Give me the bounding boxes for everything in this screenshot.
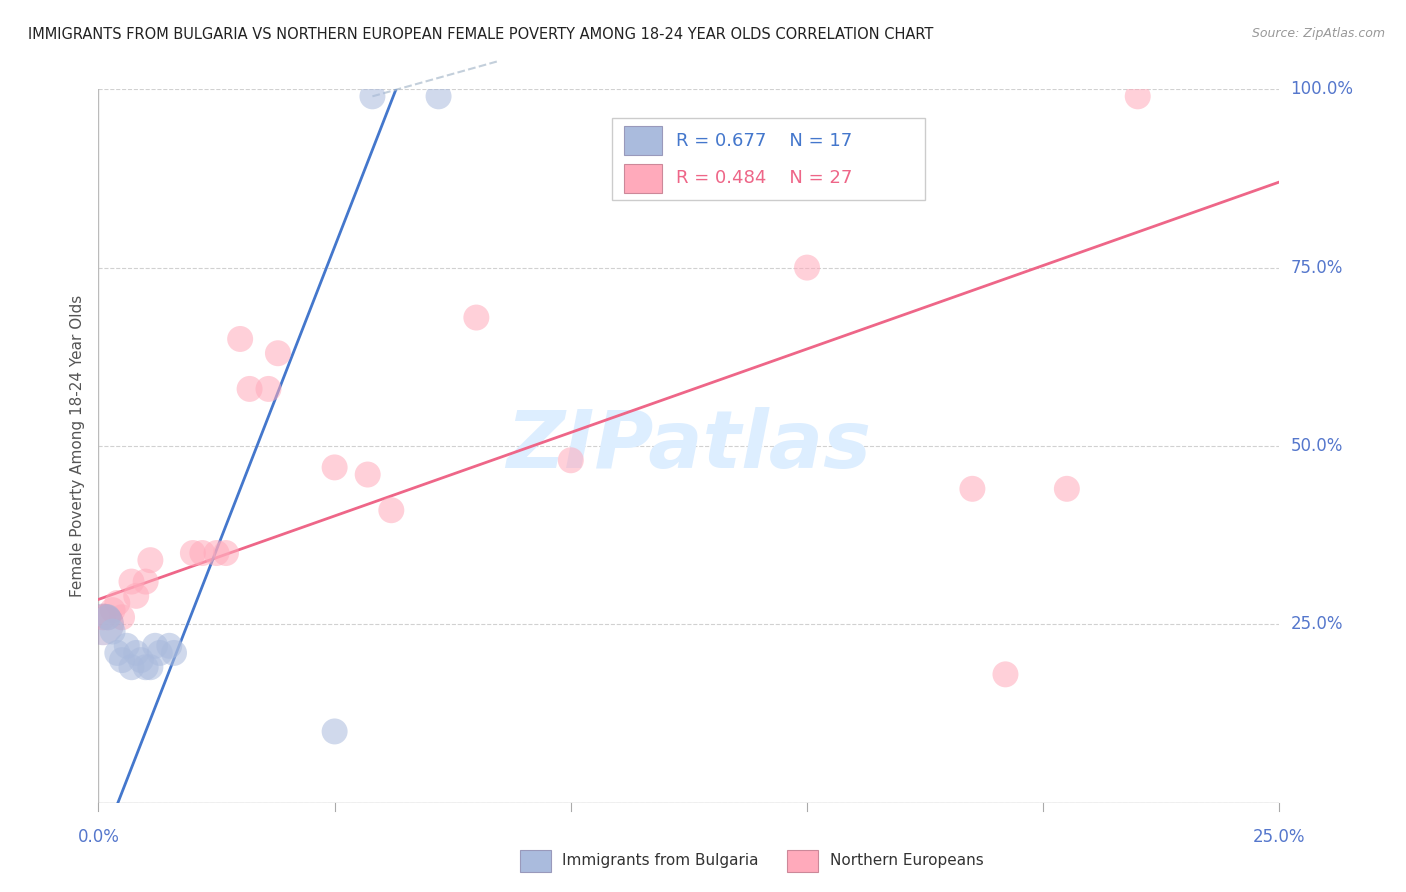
Point [465, 310, 488, 325]
Text: IMMIGRANTS FROM BULGARIA VS NORTHERN EUROPEAN FEMALE POVERTY AMONG 18-24 YEAR OL: IMMIGRANTS FROM BULGARIA VS NORTHERN EUR… [28, 27, 934, 42]
Point [139, 660, 162, 674]
Point [205, 546, 228, 560]
Point [139, 553, 162, 567]
Point [796, 260, 818, 275]
Point [962, 482, 984, 496]
Point [143, 639, 166, 653]
Point [181, 546, 204, 560]
Y-axis label: Female Poverty Among 18-24 Year Olds: Female Poverty Among 18-24 Year Olds [69, 295, 84, 597]
Point [357, 467, 380, 482]
Point [239, 382, 262, 396]
Point [101, 624, 124, 639]
Text: ZIPatlas: ZIPatlas [506, 407, 872, 485]
Text: 0.0%: 0.0% [77, 828, 120, 846]
Point [361, 89, 384, 103]
Point [111, 610, 134, 624]
Text: Source: ZipAtlas.com: Source: ZipAtlas.com [1251, 27, 1385, 40]
Text: R = 0.677    N = 17: R = 0.677 N = 17 [676, 132, 852, 150]
Point [163, 646, 186, 660]
Point [149, 646, 172, 660]
Point [257, 382, 280, 396]
Point [1056, 482, 1078, 496]
Point [97, 610, 120, 624]
Text: 75.0%: 75.0% [1291, 259, 1343, 277]
Text: R = 0.484    N = 27: R = 0.484 N = 27 [676, 169, 852, 187]
Point [135, 660, 157, 674]
Point [121, 574, 143, 589]
Point [135, 574, 157, 589]
Point [229, 332, 252, 346]
Text: 25.0%: 25.0% [1253, 828, 1306, 846]
Point [115, 639, 138, 653]
Point [121, 660, 143, 674]
Point [191, 546, 214, 560]
Point [215, 546, 238, 560]
Point [91, 617, 114, 632]
Point [91, 610, 114, 624]
Point [427, 89, 450, 103]
Text: Northern Europeans: Northern Europeans [830, 854, 983, 868]
Text: 25.0%: 25.0% [1291, 615, 1343, 633]
Point [560, 453, 582, 467]
Point [267, 346, 290, 360]
Point [97, 610, 120, 624]
FancyBboxPatch shape [612, 118, 925, 200]
Point [323, 460, 346, 475]
Point [111, 653, 134, 667]
Point [101, 603, 124, 617]
Text: 100.0%: 100.0% [1291, 80, 1354, 98]
Point [125, 589, 148, 603]
Point [129, 653, 152, 667]
Point [380, 503, 402, 517]
Bar [624, 164, 662, 193]
Bar [624, 127, 662, 155]
Point [105, 596, 128, 610]
Text: 50.0%: 50.0% [1291, 437, 1343, 455]
Point [323, 724, 346, 739]
Text: Immigrants from Bulgaria: Immigrants from Bulgaria [562, 854, 759, 868]
Point [125, 646, 148, 660]
Point [994, 667, 1017, 681]
Point [105, 646, 128, 660]
Point [1126, 89, 1149, 103]
Point [157, 639, 180, 653]
